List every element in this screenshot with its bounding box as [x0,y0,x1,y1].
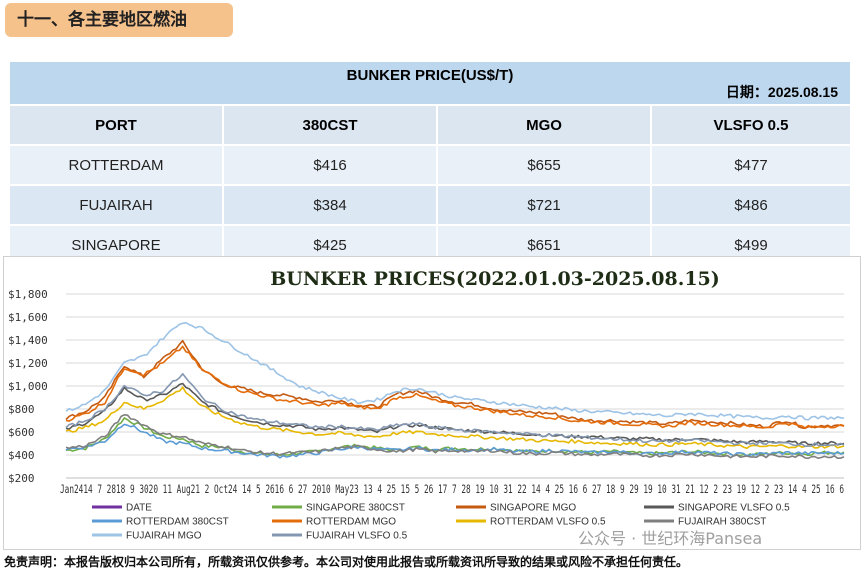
table-row: ROTTERDAM $416 $655 $477 [8,144,852,186]
table-date: 日期：2025.08.15 [725,84,838,100]
legend-label: ROTTERDAM VLSFO 0.5 [490,517,606,528]
y-tick-label: $800 [8,403,35,416]
y-tick-label: $1,200 [8,357,48,370]
legend-label: ROTTERDAM MGO [306,517,396,528]
y-tick-label: $1,600 [8,311,48,324]
y-tick-label: $200 [8,472,35,485]
series-line-fujairah-380cst [65,414,845,460]
column-header: MGO [436,104,652,146]
table-cell: $384 [222,184,438,226]
series-line-fujairah-vlsfo-0-5 [65,373,845,448]
bunker-price-table: BUNKER PRICE(US$/T) 日期：2025.08.15 PORT 3… [8,60,852,266]
y-tick-label: $1,000 [8,380,48,393]
legend-label: FUJAIRAH VLSFO 0.5 [306,531,408,542]
series-line-rotterdam-mgo [65,345,845,429]
table-row: FUJAIRAH $384 $721 $486 [8,184,852,226]
legend-label: FUJAIRAH MGO [126,531,202,542]
table-cell: $721 [436,184,652,226]
legend-label: DATE [126,503,152,514]
y-tick-label: $400 [8,449,35,462]
table-cell: ROTTERDAM [8,144,224,186]
legend-label: SINGAPORE MGO [490,503,576,514]
legend-label: FUJAIRAH 380CST [678,517,766,528]
wechat-watermark: 公众号 · 世纪环海Pansea [578,529,763,548]
chart-container: BUNKER PRICES(2022.01.03-2025.08.15) $200… [3,256,861,550]
table-cell: FUJAIRAH [8,184,224,226]
table-title: BUNKER PRICE(US$/T) [346,67,514,84]
legend-label: SINGAPORE 380CST [306,503,405,514]
y-tick-label: $600 [8,426,35,439]
column-header: 380CST [222,104,438,146]
disclaimer-footer: 免责声明：本报告版权归本公司所有，所载资讯仅供参考。本公司对使用此报告或所载资讯… [4,555,689,569]
x-tick-labels: Jan2414 7 2818 9 3020 11 Aug21 2 Oct24 1… [60,483,844,496]
series-line-singapore-380cst [65,417,845,457]
series-line-fujairah-mgo [65,321,845,421]
series-line-singapore-mgo [65,339,845,430]
section-title: 十一、各主要地区燃油 [5,3,233,37]
column-header-row: PORT 380CST MGO VLSFO 0.5 [8,104,852,146]
chart-title: BUNKER PRICES(2022.01.03-2025.08.15) [270,268,720,290]
bunker-price-chart: BUNKER PRICES(2022.01.03-2025.08.15) $200… [8,268,845,542]
legend-label: ROTTERDAM 380CST [126,517,229,528]
legend-label: SINGAPORE VLSFO 0.5 [678,503,790,514]
y-tick-label: $1,400 [8,334,48,347]
table-cell: $416 [222,144,438,186]
column-header: PORT [8,104,224,146]
table-cell: $486 [650,184,852,226]
column-header: VLSFO 0.5 [650,104,852,146]
table-header: BUNKER PRICE(US$/T) 日期：2025.08.15 [8,60,852,106]
table-cell: $477 [650,144,852,186]
table-cell: $655 [436,144,652,186]
series-line-rotterdam-vlsfo-0-5 [65,386,845,450]
y-tick-label: $1,800 [8,288,48,301]
